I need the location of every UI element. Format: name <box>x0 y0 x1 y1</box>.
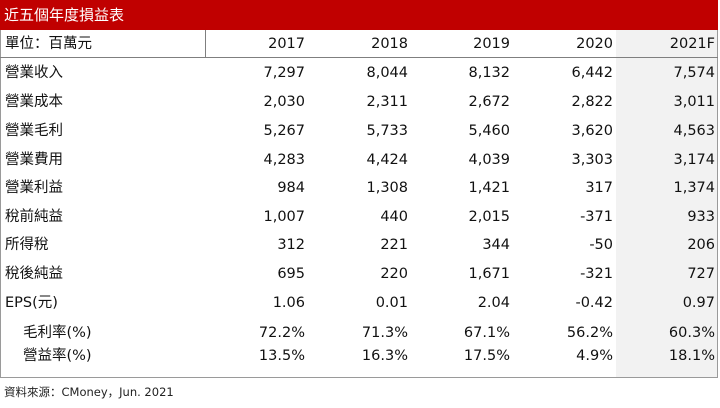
table-cell: 2,672 <box>468 94 510 110</box>
table-cell: 5,460 <box>468 123 510 139</box>
table-cell: 933 <box>687 209 715 225</box>
table-cell: 67.1% <box>463 325 510 341</box>
table-cell: 18.1% <box>668 348 715 364</box>
table-cell: 72.2% <box>258 325 305 341</box>
table-cell: 8,044 <box>366 65 408 81</box>
table-cell: 2.04 <box>477 295 510 311</box>
table-cell: 4.9% <box>576 348 613 364</box>
table-cell: 3,011 <box>673 94 715 110</box>
table-frame <box>0 30 718 378</box>
row-label: 營益率(%) <box>23 348 92 364</box>
row-label: 營業費用 <box>5 152 63 168</box>
table-cell: 4,563 <box>673 123 715 139</box>
header-divider <box>205 30 206 58</box>
table-cell: 2,822 <box>571 94 613 110</box>
table-cell: 17.5% <box>463 348 510 364</box>
table-cell: 3,303 <box>571 152 613 168</box>
table-cell: 0.01 <box>375 295 408 311</box>
table-cell: 1.06 <box>272 295 305 311</box>
table-cell: 317 <box>585 180 613 196</box>
table-cell: -371 <box>580 209 613 225</box>
table-cell: 984 <box>277 180 305 196</box>
table-cell: 4,424 <box>366 152 408 168</box>
table-cell: 7,574 <box>673 65 715 81</box>
source-note: 資料來源：CMoney，Jun. 2021 <box>4 385 174 399</box>
year-header: 2018 <box>371 36 408 52</box>
table-cell: 206 <box>687 237 715 253</box>
table-cell: 4,283 <box>263 152 305 168</box>
table-cell: -321 <box>580 266 613 282</box>
row-label: 營業收入 <box>5 65 63 81</box>
table-cell: 1,007 <box>263 209 305 225</box>
table-title: 近五個年度損益表 <box>0 0 718 30</box>
table-cell: 1,308 <box>366 180 408 196</box>
row-label: 營業毛利 <box>5 123 63 139</box>
table-cell: 221 <box>380 237 408 253</box>
table-cell: 7,297 <box>263 65 305 81</box>
table-cell: 312 <box>277 237 305 253</box>
forecast-column-shade <box>616 30 718 378</box>
table-cell: 3,620 <box>571 123 613 139</box>
table-cell: 0.97 <box>682 295 715 311</box>
table-cell: 344 <box>482 237 510 253</box>
table-cell: 440 <box>380 209 408 225</box>
unit-label: 單位：百萬元 <box>5 36 92 52</box>
table-cell: 727 <box>687 266 715 282</box>
table-cell: 2,030 <box>263 94 305 110</box>
table-cell: 6,442 <box>571 65 613 81</box>
table-cell: 5,267 <box>263 123 305 139</box>
table-cell: 16.3% <box>361 348 408 364</box>
table-cell: 4,039 <box>468 152 510 168</box>
year-header: 2020 <box>576 36 613 52</box>
row-label: 所得稅 <box>5 237 49 253</box>
row-label: 毛利率(%) <box>23 325 92 341</box>
table-cell: -50 <box>589 237 613 253</box>
table-cell: 3,174 <box>673 152 715 168</box>
table-cell: 1,374 <box>673 180 715 196</box>
table-cell: 1,421 <box>468 180 510 196</box>
table-cell: 2,311 <box>366 94 408 110</box>
table-header-row <box>0 30 718 58</box>
table-cell: 56.2% <box>566 325 613 341</box>
table-cell: 71.3% <box>361 325 408 341</box>
table-cell: 695 <box>277 266 305 282</box>
table-cell: 2,015 <box>468 209 510 225</box>
table-cell: 5,733 <box>366 123 408 139</box>
table-cell: -0.42 <box>575 295 613 311</box>
row-label: EPS(元) <box>5 295 58 311</box>
row-label: 營業利益 <box>5 180 63 196</box>
row-label: 稅後純益 <box>5 266 63 282</box>
table-cell: 220 <box>380 266 408 282</box>
table-cell: 8,132 <box>468 65 510 81</box>
row-label: 營業成本 <box>5 94 63 110</box>
table-cell: 1,671 <box>468 266 510 282</box>
year-header: 2021F <box>669 36 715 52</box>
year-header: 2017 <box>268 36 305 52</box>
row-label: 稅前純益 <box>5 209 63 225</box>
year-header: 2019 <box>473 36 510 52</box>
table-cell: 60.3% <box>668 325 715 341</box>
table-cell: 13.5% <box>258 348 305 364</box>
